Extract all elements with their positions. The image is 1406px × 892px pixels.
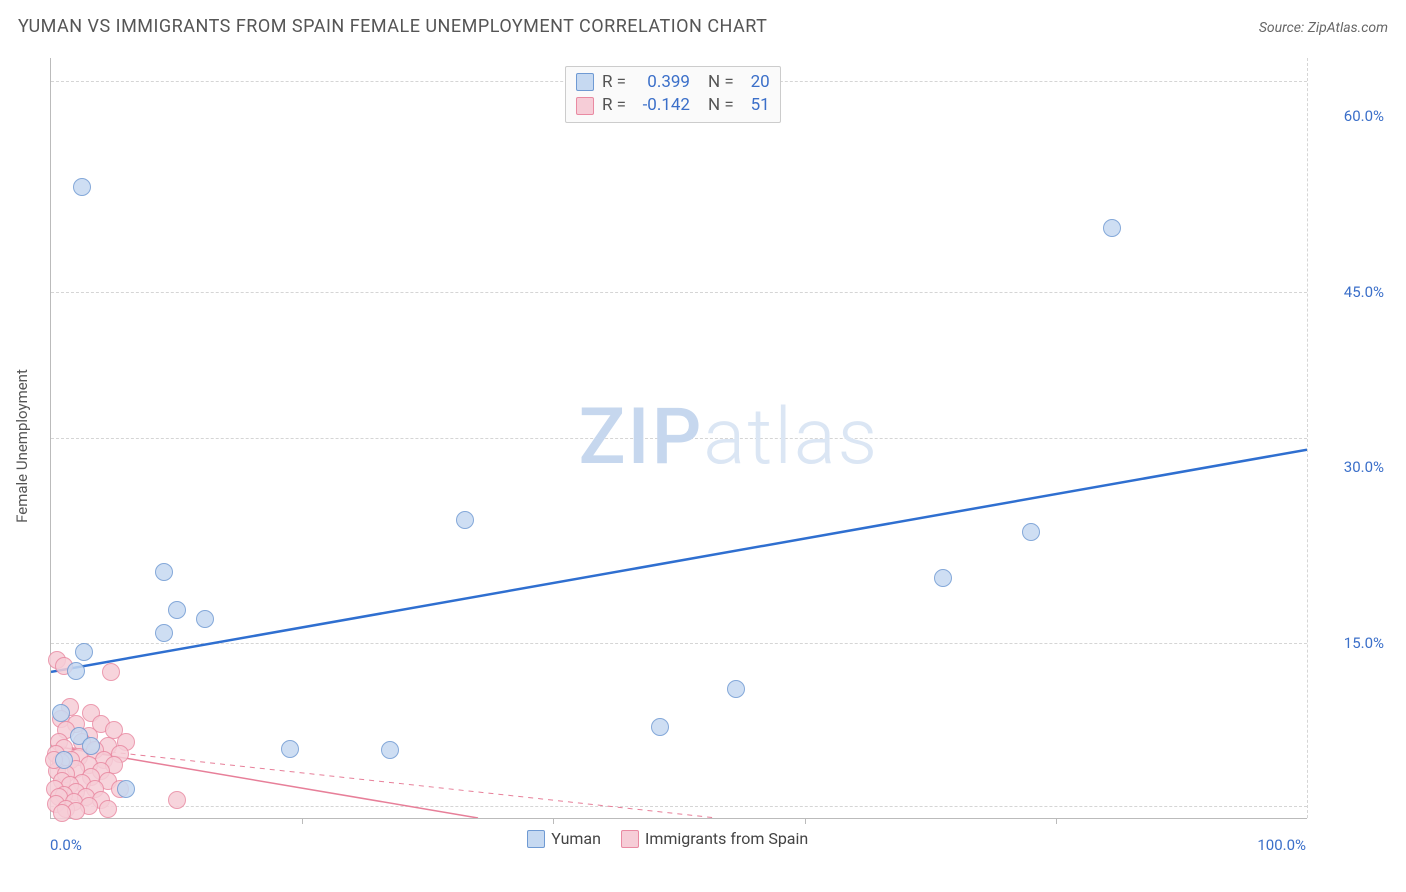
data-point [52,704,70,722]
x-tick-mark [553,818,554,824]
x-tick-mark [805,818,806,824]
data-point [99,800,117,818]
y-tick-label: 45.0% [1344,283,1384,301]
series-name: Immigrants from Spain [645,829,808,848]
x-tick-label: 0.0% [50,836,82,854]
gridline-h [51,292,1307,293]
data-point [196,610,214,628]
gridline-h [51,643,1307,644]
series-name: Yuman [551,829,601,848]
data-point [934,569,952,587]
legend-n-label: N = [708,71,734,95]
gridline-v [1307,58,1308,818]
data-point [155,624,173,642]
data-point [102,663,120,681]
data-point [1022,523,1040,541]
correlation-legend-row: R = 0.399 N = 20 [576,71,770,95]
x-tick-mark [1056,818,1057,824]
data-point [155,563,173,581]
chart-plot-area: ZIPatlas 15.0%30.0%45.0%60.0%0.0%100.0%R… [50,58,1306,818]
data-point [75,643,93,661]
legend-swatch [576,97,594,115]
series-legend-item: Yuman [527,829,601,848]
legend-swatch [621,830,639,848]
data-point [168,601,186,619]
correlation-legend: R = 0.399 N = 20 R = -0.142 N = 51 [565,66,781,124]
legend-r-label: R = [602,71,626,95]
gridline-h [51,438,1307,439]
data-point [651,718,669,736]
series-legend: Yuman Immigrants from Spain [527,829,808,848]
legend-swatch [527,830,545,848]
y-tick-label: 60.0% [1344,107,1384,125]
data-point [727,680,745,698]
y-axis-label: Female Unemployment [13,369,31,523]
legend-n-label: N = [708,94,734,118]
data-point [53,804,71,822]
data-point [82,737,100,755]
data-point [168,791,186,809]
data-point [117,780,135,798]
legend-n-value: 51 [742,94,770,118]
series-legend-item: Immigrants from Spain [621,829,808,848]
data-point [73,178,91,196]
data-point [55,751,73,769]
correlation-legend-row: R = -0.142 N = 51 [576,94,770,118]
chart-title: YUMAN VS IMMIGRANTS FROM SPAIN FEMALE UN… [18,16,767,37]
data-point [1103,219,1121,237]
data-point [381,741,399,759]
gridline-h [51,806,1307,807]
data-point [456,511,474,529]
legend-r-label: R = [602,94,626,118]
y-tick-label: 30.0% [1344,458,1384,476]
legend-r-value: -0.142 [634,94,690,118]
data-point [281,740,299,758]
legend-r-value: 0.399 [634,71,690,95]
y-tick-label: 15.0% [1344,634,1384,652]
x-tick-mark [302,818,303,824]
data-point [67,662,85,680]
legend-n-value: 20 [742,71,770,95]
source-label: Source: ZipAtlas.com [1259,20,1388,36]
legend-swatch [576,73,594,91]
x-tick-label: 100.0% [1257,836,1306,854]
